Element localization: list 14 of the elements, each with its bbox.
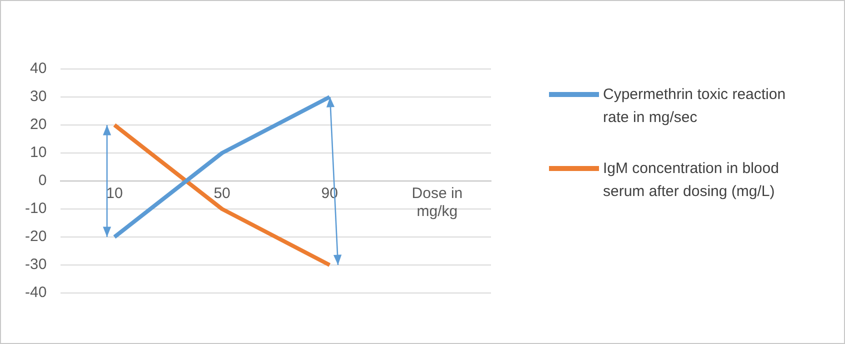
y-tick-label: 10 [30,144,47,162]
x-tick-label: 10 [106,185,123,202]
x-tick-label: 50 [214,185,230,202]
y-tick-label: 0 [38,172,47,190]
y-tick-label: 20 [30,116,47,134]
legend-label: Cypermethrin toxic reaction rate in mg/sec [602,85,787,128]
y-tick-label: -10 [24,200,47,218]
x-tick-label: Dose in mg/kg [412,185,463,220]
y-tick-label: 30 [30,88,47,106]
y-tick-label: -40 [24,284,47,302]
y-tick-label: -20 [24,228,47,246]
y-tick-label: -30 [24,256,47,274]
y-tick-label: 40 [30,60,47,78]
legend-label: IgM concentration in blood serum after dosing (mg/L) [602,159,780,202]
